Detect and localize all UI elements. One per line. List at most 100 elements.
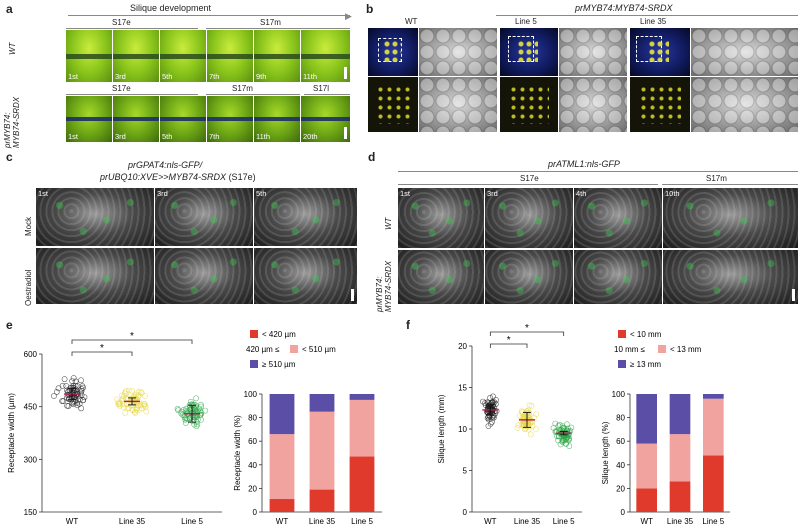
e-stack-ytick-label-1: 20 [248, 484, 257, 493]
panel-c-title-line2: prUBQ10:XVE>>MYB74-SRDX (S17e) [100, 172, 256, 182]
e-scatter-point [125, 387, 132, 394]
e-scatter-point [119, 392, 125, 399]
panel-d-title-line [398, 171, 798, 172]
e-scatter-point [64, 392, 71, 399]
e-scatter-point [178, 408, 185, 415]
e-scatter-point [114, 396, 120, 403]
f-stack-ytick-label-0: 0 [621, 508, 626, 517]
e-scatter-point [196, 405, 203, 412]
f-scatter-sig-bracket-1 [489, 343, 528, 348]
e-scatter-point [51, 393, 57, 399]
e-scatter-point [182, 415, 189, 421]
f-stack-legend-swatch-1 [658, 345, 666, 353]
e-scatter-ytick-label-0: 150 [24, 508, 38, 517]
panel-b-col-line5: Line 5 [515, 17, 537, 26]
panel-b-wt-zoom [368, 77, 418, 132]
panel-a-wt-stage-2-line [206, 28, 350, 29]
panel-d-srdx-tile-1 [398, 250, 484, 304]
e-scatter-point [70, 401, 77, 408]
panel-d-row-srdx: prMYB74: MYB74-SRDX [375, 260, 393, 312]
f-scatter-point [527, 431, 534, 438]
e-stack-legend-swatch-2 [250, 360, 258, 368]
e-scatter-point [137, 388, 144, 395]
e-scatter-point [184, 411, 191, 418]
e-scatter-point [78, 405, 85, 412]
e-scatter-point [197, 401, 204, 408]
e-stack-xtick-label-1: Line 35 [309, 517, 336, 526]
panel-a-srdx-stage-1-line [66, 94, 198, 95]
e-stack-ytick-label-4: 80 [248, 414, 257, 423]
e-stack-legend-swatch-1 [290, 345, 298, 353]
panel-c-letter: c [6, 150, 13, 164]
panel-a-wt-tile-6: 11th [301, 30, 350, 82]
f-stack-legend-swatch-2 [618, 360, 626, 368]
f-scatter-point [490, 393, 496, 400]
f-stack-legend-swatch-0 [618, 330, 626, 338]
f-stack-bar-2-0 [703, 455, 724, 512]
f-scatter-sig-bracket-2 [489, 331, 565, 336]
e-scatter-point [190, 411, 197, 418]
panel-a-srdx-tile-2: 3rd [113, 96, 159, 142]
f-stack-legend-label-0: < 10 mm [630, 330, 662, 339]
e-scatter-point [143, 408, 150, 415]
e-stack-xtick-label-2: Line 5 [351, 517, 373, 526]
e-stack-xtick-label-0: WT [276, 517, 289, 526]
e-scatter-point [63, 382, 70, 389]
e-scatter-point [188, 398, 194, 405]
panel-d-wt-tile-2: 3rd [485, 188, 573, 248]
panel-b-line35-sem [691, 28, 798, 76]
panel-c-oes-tile-3 [254, 248, 357, 304]
e-scatter-point [132, 397, 139, 403]
panel-a-srdx-stage-1: S17e [112, 84, 131, 93]
panel-a-srdx-tile-1: 1st [66, 96, 112, 142]
e-stack-bar-0-2 [269, 394, 295, 435]
e-stacked-chart: 0 20 40 60 80 100 Receptacle width (%) WT Line 3… [233, 330, 382, 526]
panel-c-oes-tile-2 [155, 248, 253, 304]
e-scatter-point [115, 399, 122, 406]
panel-b-line5-overview [500, 28, 558, 76]
e-scatter-point [59, 382, 66, 389]
f-stack-ytick-label-2: 40 [616, 461, 625, 470]
panel-b-col-wt: WT [405, 17, 418, 26]
e-scatter-point [70, 384, 77, 391]
e-scatter-point [78, 386, 85, 392]
f-scatter-sig-star-1: * [507, 335, 511, 346]
panel-c-oes-tile-1 [36, 248, 154, 304]
f-stack-bar-0-0 [636, 488, 657, 512]
panel-a-wt-stage-1-line [66, 28, 198, 29]
e-scatter-sig-star-2: * [130, 331, 134, 342]
e-scatter-point [78, 388, 85, 394]
panel-b-line5-zoom [500, 77, 558, 132]
panel-a-arrow-head: ▶ [345, 11, 352, 21]
f-scatter-chart: 0 5 10 15 20 Silique length (mm) WT Line 35 Line… [437, 323, 582, 526]
panel-d-stage-2-line [662, 184, 798, 185]
panel-c-title-line1: prGPAT4:nls-GFP/ [128, 160, 203, 170]
f-stack-legend-label-1: 10 mm ≤ [614, 345, 646, 354]
f-scatter-point [490, 412, 497, 419]
panel-a-letter: a [6, 2, 13, 16]
panel-b-line35-zoom [630, 77, 690, 132]
e-scatter-point [132, 410, 139, 416]
f-scatter-point [514, 424, 521, 431]
panel-d-wt-tile-1: 1st [398, 188, 484, 248]
e-scatter-point [182, 416, 189, 423]
e-scatter-point [81, 394, 88, 401]
e-stack-ytick-label-0: 0 [253, 508, 258, 517]
panel-b-letter: b [366, 2, 374, 16]
f-scatter-point [568, 424, 575, 431]
e-stack-ytick-label-2: 40 [248, 461, 257, 470]
e-stack-ytick-label-5: 100 [244, 390, 258, 399]
e-stack-bar-2-0 [349, 456, 375, 512]
e-scatter-point [196, 411, 203, 418]
panel-a-srdx-tile-3: 5th [160, 96, 206, 142]
e-scatter-sig-star-1: * [100, 343, 104, 354]
e-scatter-ytick-label-3: 600 [24, 350, 38, 359]
panel-c-mock-tile-3: 5th [254, 188, 357, 246]
f-scatter-ytick-label-4: 20 [458, 342, 467, 351]
e-scatter-point [59, 398, 66, 404]
e-stack-bar-1-2 [309, 394, 335, 412]
f-stack-bar-1-1 [669, 434, 691, 482]
f-scatter-point [529, 422, 536, 429]
f-stack-ytick-label-5: 100 [612, 390, 626, 399]
